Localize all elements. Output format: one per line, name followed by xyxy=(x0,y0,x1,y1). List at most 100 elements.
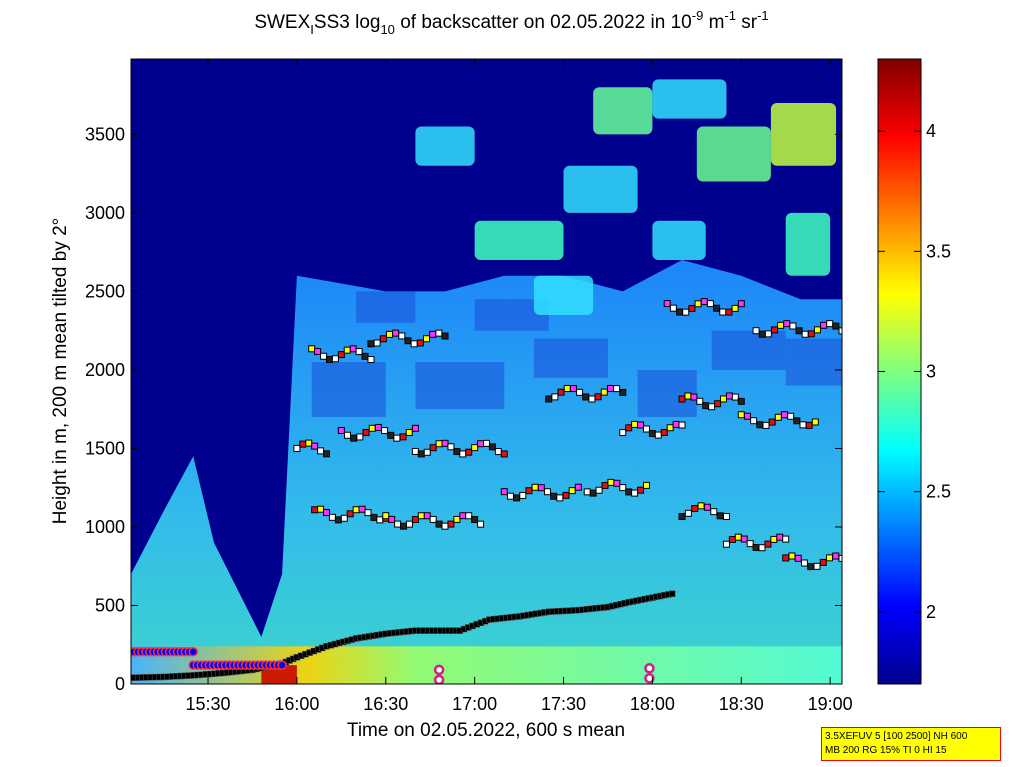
cloud-base-marker xyxy=(688,304,696,312)
cloud-base-marker xyxy=(789,322,797,330)
cloud-base-marker xyxy=(774,413,782,421)
cloud-base-marker xyxy=(392,329,400,337)
surface-layer-marker xyxy=(188,647,198,657)
cloud-base-marker xyxy=(838,327,842,335)
heatmap-cell xyxy=(415,362,505,410)
colorbar-tick-label: 3.5 xyxy=(926,241,951,261)
cloud-base-marker xyxy=(317,505,325,513)
cloud-base-marker xyxy=(613,385,621,393)
cloud-base-marker xyxy=(488,443,496,451)
cloud-base-marker xyxy=(405,428,413,436)
cloud-base-marker xyxy=(764,540,772,548)
cloud-base-marker xyxy=(805,421,813,429)
cloud-base-marker xyxy=(568,487,576,495)
cloud-base-marker xyxy=(423,448,431,456)
cloud-base-marker xyxy=(477,440,485,448)
cloud-base-marker xyxy=(513,494,521,502)
cloud-base-marker xyxy=(346,510,354,518)
cloud-base-marker xyxy=(725,392,733,400)
surface-layer-marker xyxy=(277,660,287,670)
cloud-base-marker xyxy=(459,450,467,458)
heatmap-cloud-patch xyxy=(652,79,727,119)
cloud-base-marker xyxy=(678,395,686,403)
cloud-base-marker xyxy=(637,421,645,429)
cloud-base-marker xyxy=(373,339,381,347)
heatmap-cell xyxy=(311,362,386,418)
cloud-base-marker xyxy=(746,540,754,548)
cloud-base-marker xyxy=(832,552,840,560)
heatmap-cloud-patch xyxy=(785,212,831,276)
cloud-base-marker xyxy=(710,508,718,516)
colorbar-tick-label: 2 xyxy=(926,602,936,622)
title-sub-10: 10 xyxy=(380,22,395,37)
y-tick-label: 500 xyxy=(95,595,125,615)
cloud-base-marker xyxy=(826,320,834,328)
title-text-name: SS3 log xyxy=(313,12,381,33)
cloud-base-marker xyxy=(405,520,413,528)
cloud-base-marker xyxy=(562,491,570,499)
x-tick-label: 15:30 xyxy=(186,694,231,714)
title-text-prefix: SWEX xyxy=(254,12,311,33)
cloud-base-marker xyxy=(453,515,461,523)
cloud-base-marker xyxy=(388,515,396,523)
cloud-base-marker xyxy=(441,332,449,340)
cloud-base-marker xyxy=(423,335,431,343)
colorbar-tick-label: 4 xyxy=(926,121,936,141)
cloud-base-marker xyxy=(734,533,742,541)
cloud-base-marker xyxy=(337,351,345,359)
cloud-base-marker xyxy=(690,393,698,401)
heatmap-cloud-patch xyxy=(593,87,653,135)
title-exp-2: -1 xyxy=(724,8,736,23)
cloud-base-marker xyxy=(325,355,333,363)
cloud-base-marker xyxy=(619,388,627,396)
cloud-base-marker xyxy=(594,393,602,401)
cloud-base-marker xyxy=(583,488,591,496)
cloud-base-marker xyxy=(551,393,559,401)
cloud-base-marker xyxy=(411,424,419,432)
cloud-base-marker xyxy=(441,439,449,447)
cloud-base-marker xyxy=(314,347,322,355)
cloud-base-marker xyxy=(429,444,437,452)
info-line-1: 3.5XEFUV 5 [100 2500] NH 600 xyxy=(825,731,968,742)
cloud-base-marker xyxy=(308,345,316,353)
cloud-base-marker xyxy=(331,355,339,363)
cloud-base-marker xyxy=(625,424,633,432)
precip-marker xyxy=(644,673,655,684)
x-tick-label: 18:30 xyxy=(719,694,764,714)
cloud-base-marker xyxy=(543,488,551,496)
cloud-base-marker xyxy=(576,388,584,396)
cloud-base-marker xyxy=(381,427,389,435)
title-sub-i: I xyxy=(310,22,314,37)
cloud-base-marker xyxy=(642,425,650,433)
cloud-base-marker xyxy=(471,444,479,452)
cloud-base-marker xyxy=(716,512,724,520)
heatmap-cell xyxy=(533,338,608,378)
cloud-base-marker xyxy=(807,563,815,571)
heatmap-cell xyxy=(785,338,842,386)
y-tick-label: 2500 xyxy=(85,281,125,301)
cloud-base-marker xyxy=(801,330,809,338)
heatmap-cloud-patch xyxy=(652,220,706,261)
cloud-base-marker xyxy=(355,348,363,356)
mixing-layer-marker xyxy=(668,590,676,597)
precip-marker xyxy=(433,674,445,684)
cloud-base-marker xyxy=(625,488,633,496)
cloud-base-marker xyxy=(782,535,790,543)
cloud-base-marker xyxy=(607,478,615,486)
cloud-base-marker xyxy=(423,512,431,520)
cloud-base-marker xyxy=(471,516,479,524)
cloud-base-marker xyxy=(813,562,821,570)
cloud-base-marker xyxy=(697,502,705,510)
cloud-base-marker xyxy=(720,395,727,403)
x-tick-label: 19:00 xyxy=(808,694,853,714)
cloud-base-marker xyxy=(743,412,751,420)
cloud-base-marker xyxy=(782,554,790,562)
cloud-base-marker xyxy=(672,420,680,428)
cloud-base-marker xyxy=(477,520,485,528)
cloud-base-marker xyxy=(417,512,425,520)
cloud-base-marker xyxy=(682,308,690,316)
cloud-base-marker xyxy=(550,492,558,500)
cloud-base-marker xyxy=(703,503,711,511)
cloud-base-marker xyxy=(500,450,508,458)
